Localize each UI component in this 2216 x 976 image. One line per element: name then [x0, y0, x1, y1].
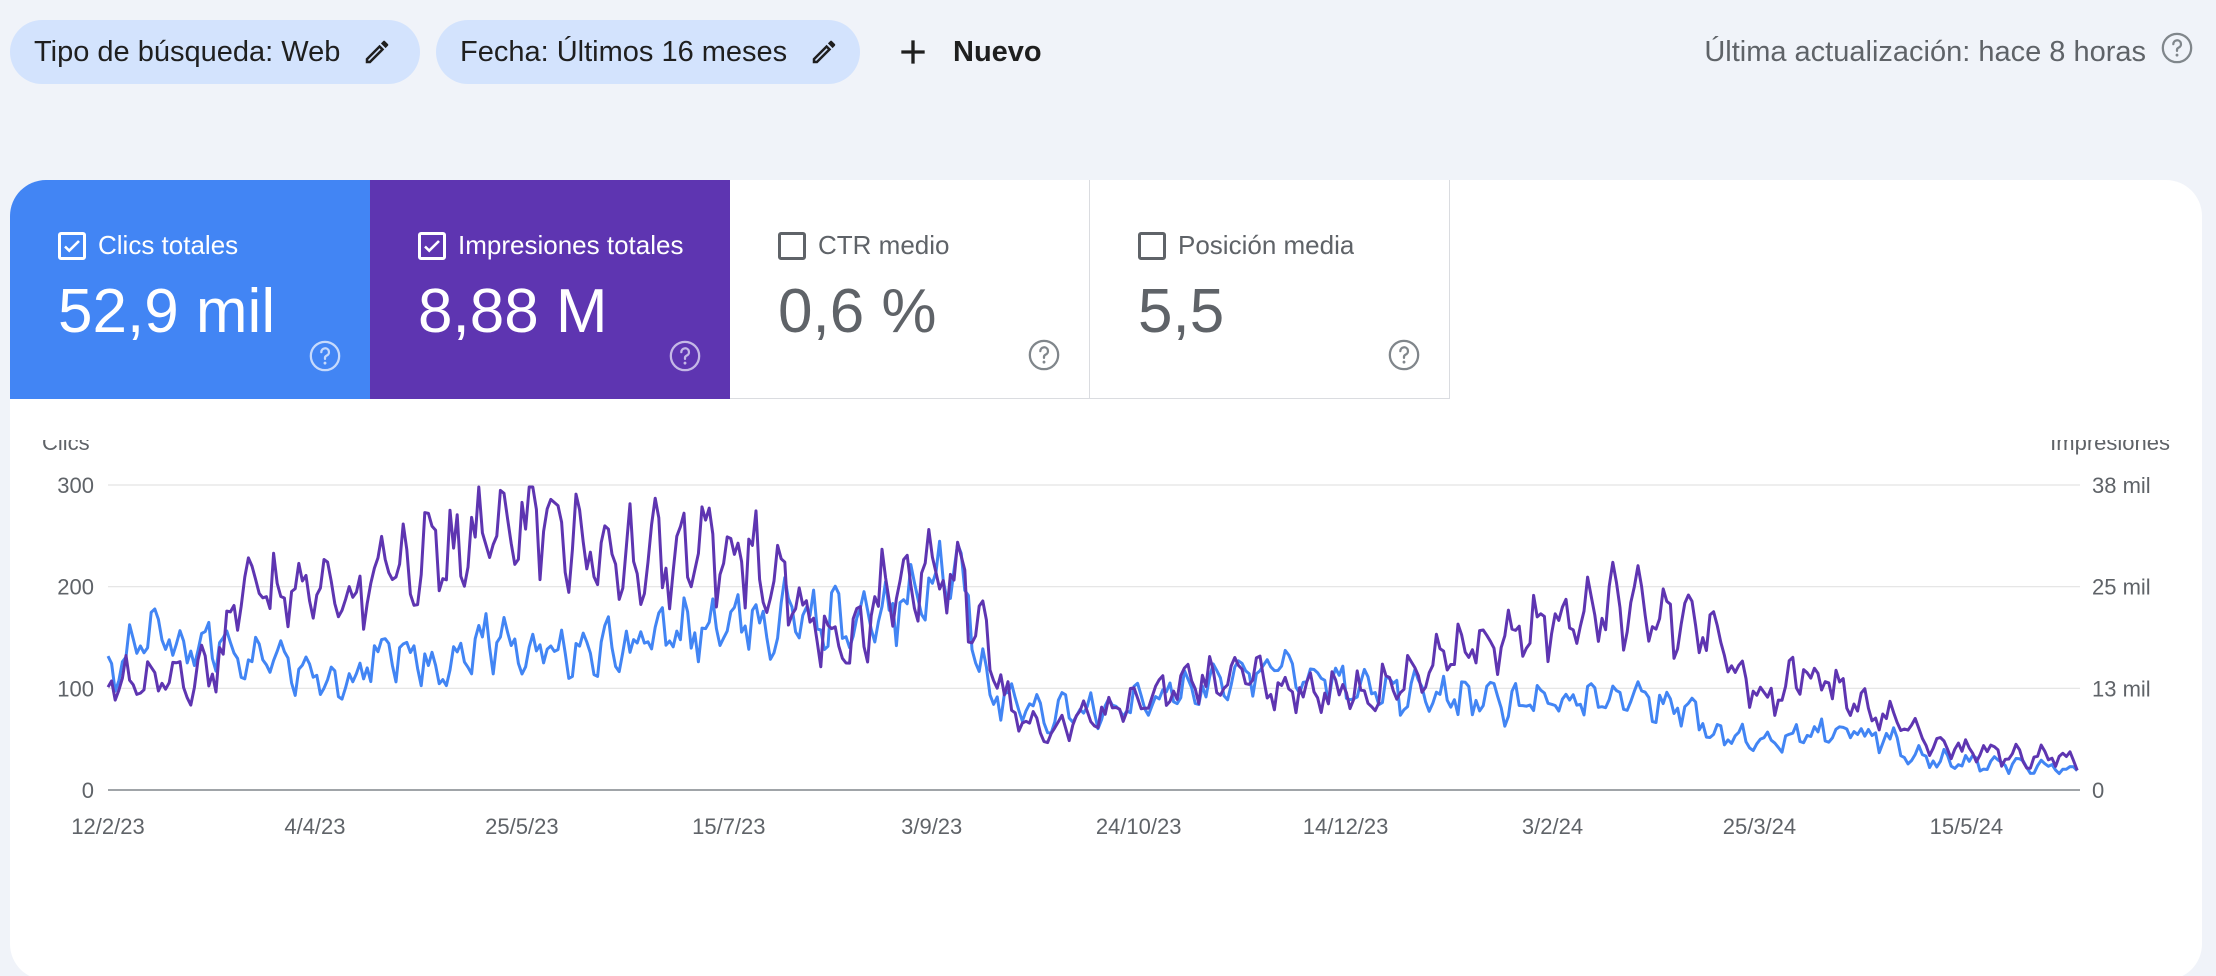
- x-tick-label: 15/7/23: [692, 814, 765, 839]
- new-filter-button[interactable]: Nuevo: [893, 20, 1042, 84]
- checkbox-icon[interactable]: [1138, 232, 1166, 260]
- x-tick-label: 3/2/24: [1522, 814, 1583, 839]
- series-line-impressions: [106, 485, 2079, 771]
- plus-icon: [893, 32, 933, 72]
- metric-tile-impressions[interactable]: Impresiones totales 8,88 M: [370, 180, 730, 399]
- series-line-clicks: [106, 539, 2079, 776]
- metric-value: 8,88 M: [418, 277, 608, 346]
- y-right-tick-label: 38 mil: [2092, 473, 2151, 498]
- last-update-text: Última actualización: hace 8 horas: [1704, 35, 2146, 68]
- question-circle-icon[interactable]: [1387, 338, 1421, 372]
- checkbox-icon[interactable]: [58, 232, 86, 260]
- x-axis: 12/2/23 4/4/23 25/5/23 15/7/23 3/9/23 24/10/2…: [71, 814, 2003, 839]
- x-tick-label: 3/9/23: [901, 814, 962, 839]
- x-tick-label: 15/5/24: [1930, 814, 2003, 839]
- search-type-filter-chip[interactable]: Tipo de búsqueda: Web: [10, 20, 420, 84]
- metric-label: Impresiones totales: [458, 230, 684, 260]
- x-tick-label: 24/10/23: [1096, 814, 1182, 839]
- pencil-icon: [809, 37, 839, 67]
- x-tick-label: 25/5/23: [485, 814, 558, 839]
- question-circle-icon[interactable]: [1027, 338, 1061, 372]
- pencil-icon: [362, 37, 392, 67]
- question-circle-icon[interactable]: [308, 339, 342, 373]
- chart-series: [106, 485, 2079, 776]
- metric-tiles: Clics totales 52,9 mil Impresiones total…: [10, 180, 1450, 399]
- metric-value: 0,6 %: [778, 277, 937, 346]
- metric-label: Clics totales: [98, 230, 239, 260]
- y-right-axis: 38 mil 25 mil 13 mil 0: [2092, 473, 2151, 803]
- performance-card: Clics totales 52,9 mil Impresiones total…: [10, 180, 2202, 976]
- y-left-axis: 300 200 100 0: [57, 473, 94, 803]
- last-update-status: Última actualización: hace 8 horas: [1704, 30, 2194, 74]
- y-left-tick-label: 0: [82, 778, 94, 803]
- metric-value: 52,9 mil: [58, 277, 276, 346]
- metric-label: Posición media: [1178, 230, 1355, 260]
- y-right-axis-label: Impresiones: [2050, 440, 2170, 455]
- question-circle-icon[interactable]: [668, 339, 702, 373]
- y-right-tick-label: 0: [2092, 778, 2104, 803]
- new-filter-label: Nuevo: [953, 35, 1042, 68]
- y-left-tick-label: 300: [57, 473, 94, 498]
- x-tick-label: 14/12/23: [1303, 814, 1389, 839]
- x-tick-label: 4/4/23: [284, 814, 345, 839]
- checkbox-icon[interactable]: [418, 232, 446, 260]
- filter-bar: Tipo de búsqueda: Web Fecha: Últimos 16 …: [0, 0, 2216, 102]
- metric-tile-clicks[interactable]: Clics totales 52,9 mil: [10, 180, 370, 399]
- checkbox-icon[interactable]: [778, 232, 806, 260]
- x-tick-label: 12/2/23: [71, 814, 144, 839]
- date-filter-chip[interactable]: Fecha: Últimos 16 meses: [436, 20, 860, 84]
- date-filter-label: Fecha: Últimos 16 meses: [460, 35, 788, 68]
- y-left-axis-label: Clics: [42, 440, 90, 455]
- y-left-tick-label: 200: [57, 575, 94, 600]
- performance-chart[interactable]: Clics Impresiones 300 200 100 0 38 mil 25 mi…: [10, 430, 2202, 940]
- question-circle-icon[interactable]: [2160, 31, 2194, 73]
- y-left-tick-label: 100: [57, 676, 94, 701]
- chart-grid: [108, 484, 2080, 791]
- metric-tile-ctr[interactable]: CTR medio 0,6 %: [730, 180, 1090, 399]
- x-tick-label: 25/3/24: [1723, 814, 1796, 839]
- y-right-tick-label: 25 mil: [2092, 575, 2151, 600]
- metric-label: CTR medio: [818, 230, 950, 260]
- performance-chart-svg: Clics Impresiones 300 200 100 0 38 mil 25 mi…: [42, 430, 2170, 839]
- y-right-tick-label: 13 mil: [2092, 676, 2151, 701]
- search-type-filter-label: Tipo de búsqueda: Web: [34, 35, 341, 68]
- metric-value: 5,5: [1138, 277, 1225, 346]
- metric-tile-position[interactable]: Posición media 5,5: [1090, 180, 1450, 399]
